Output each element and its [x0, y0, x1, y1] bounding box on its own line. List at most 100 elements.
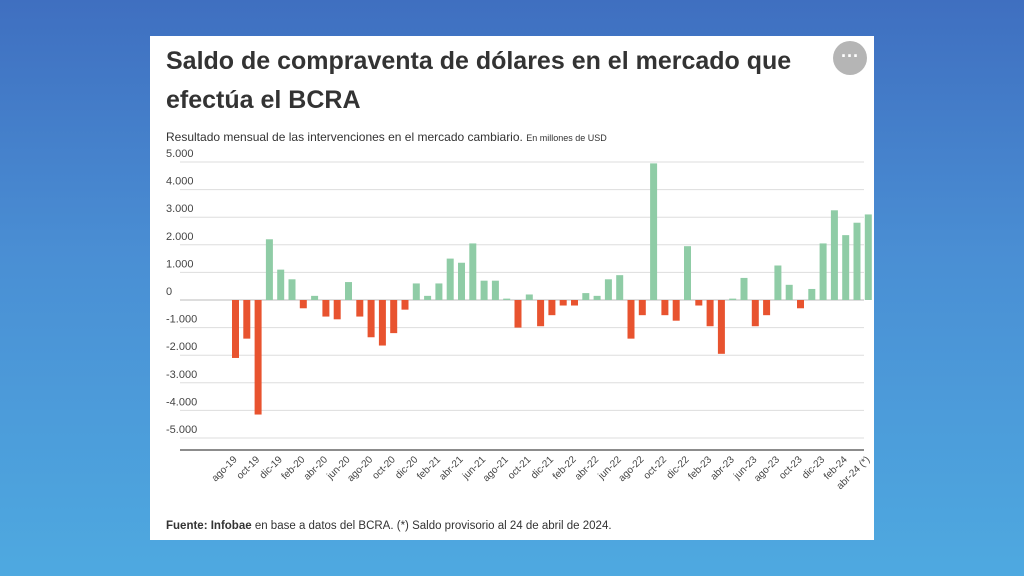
bar — [559, 300, 567, 306]
bar — [514, 300, 522, 328]
bar — [853, 222, 861, 300]
bar — [842, 235, 850, 300]
bar — [322, 300, 330, 317]
bar — [830, 210, 838, 300]
y-tick-label: -5.000 — [166, 424, 197, 436]
bar — [525, 294, 533, 300]
x-tick-label: dic-19 — [258, 454, 285, 481]
x-tick-label: oct-22 — [642, 454, 670, 482]
bar-chart: 5.000 4.000 3.000 2.000 1.000 0 -1.000 -2.000 -3… — [166, 148, 873, 492]
chart-card: Saldo de compraventa de dólares en el me… — [150, 36, 874, 540]
bar — [593, 295, 601, 300]
source-rest: en base a datos del BCRA. (*) Saldo prov… — [251, 520, 612, 532]
bar — [638, 300, 646, 316]
x-tick-label: feb-21 — [415, 454, 443, 482]
bar — [571, 300, 578, 306]
bar — [808, 288, 816, 300]
bar — [435, 283, 443, 300]
bar — [661, 300, 669, 316]
subtitle-text: Resultado mensual de las intervenciones … — [166, 130, 523, 144]
bar — [345, 282, 352, 300]
bar — [616, 275, 624, 300]
bar — [299, 300, 307, 309]
bar — [458, 262, 465, 300]
bar — [333, 300, 341, 320]
bar — [548, 300, 556, 316]
bar — [706, 300, 714, 327]
x-tick-label: dic-22 — [665, 454, 692, 481]
bar — [785, 284, 793, 300]
y-tick-label: -3.000 — [166, 369, 197, 381]
bar — [797, 300, 804, 309]
chart-title: Saldo de compraventa de dólares en el me… — [166, 47, 792, 114]
x-tick-label: ago-21 — [481, 454, 511, 484]
bar — [378, 300, 386, 346]
source-label: Fuente: — [166, 520, 208, 532]
bar — [751, 300, 759, 327]
chart-subtitle: Resultado mensual de las intervenciones … — [166, 130, 607, 144]
bar — [356, 300, 364, 317]
bar — [695, 300, 703, 306]
y-tick-label: 1.000 — [166, 258, 194, 270]
bar — [232, 300, 239, 358]
x-tick-label: ago-20 — [345, 454, 375, 484]
x-tick-label: abr-20 — [302, 454, 331, 483]
more-horizontal-icon: ··· — [841, 46, 859, 66]
bar — [582, 293, 590, 300]
bar — [672, 300, 680, 321]
bar — [401, 300, 409, 310]
bar — [243, 300, 251, 339]
x-tick-label: ago-19 — [210, 454, 240, 484]
bar — [469, 243, 477, 300]
bar — [265, 239, 273, 300]
y-tick-label: 3.000 — [166, 203, 194, 215]
x-tick-label: dic-21 — [529, 454, 556, 481]
bar — [424, 295, 432, 300]
unit-label: En millones de USD — [526, 133, 607, 143]
bar — [491, 280, 499, 300]
bar — [763, 300, 771, 316]
source-name: Infobae — [210, 520, 252, 532]
x-tick-label: ago-23 — [752, 454, 782, 484]
x-tick-label: dic-20 — [393, 454, 420, 481]
bar — [627, 300, 635, 339]
y-axis-labels: 5.000 4.000 3.000 2.000 1.000 0 -1.000 -2.000 -3… — [166, 148, 197, 436]
y-tick-label: -2.000 — [166, 341, 197, 353]
x-tick-label: feb-23 — [686, 454, 714, 482]
bar — [367, 300, 375, 338]
bar — [277, 269, 285, 300]
x-tick-label: abr-23 — [709, 454, 738, 483]
bar — [288, 279, 296, 300]
x-tick-label: feb-22 — [551, 454, 579, 482]
bar — [740, 277, 748, 300]
bar — [684, 246, 691, 300]
y-tick-label: 2.000 — [166, 231, 194, 243]
x-tick-label: oct-23 — [777, 454, 805, 482]
y-tick-label: -1.000 — [166, 314, 197, 326]
bar — [446, 258, 454, 300]
x-tick-label: feb-20 — [280, 454, 308, 482]
x-tick-label: dic-23 — [800, 454, 827, 481]
source-note: Fuente: Infobae en base a datos del BCRA… — [166, 520, 612, 532]
y-tick-label: 0 — [166, 286, 172, 298]
bar — [537, 300, 545, 327]
x-tick-label: oct-21 — [506, 454, 534, 482]
y-tick-label: 4.000 — [166, 176, 194, 188]
bar — [819, 243, 827, 300]
y-tick-label: 5.000 — [166, 148, 194, 160]
bar — [717, 300, 725, 354]
bar — [503, 298, 511, 300]
bar — [254, 300, 262, 415]
bar — [774, 265, 782, 300]
x-tick-label: abr-22 — [573, 454, 602, 483]
more-options-button[interactable]: ··· — [833, 41, 867, 75]
bar — [729, 298, 737, 300]
y-tick-label: -4.000 — [166, 396, 197, 408]
x-tick-label: abr-21 — [437, 454, 466, 483]
x-axis-labels: ago-19oct-19dic-19feb-20abr-20jun-20ago-… — [210, 454, 873, 492]
bar — [864, 214, 872, 300]
bar — [650, 163, 658, 300]
bar — [311, 295, 319, 300]
bar — [480, 280, 488, 300]
bars — [232, 163, 872, 415]
